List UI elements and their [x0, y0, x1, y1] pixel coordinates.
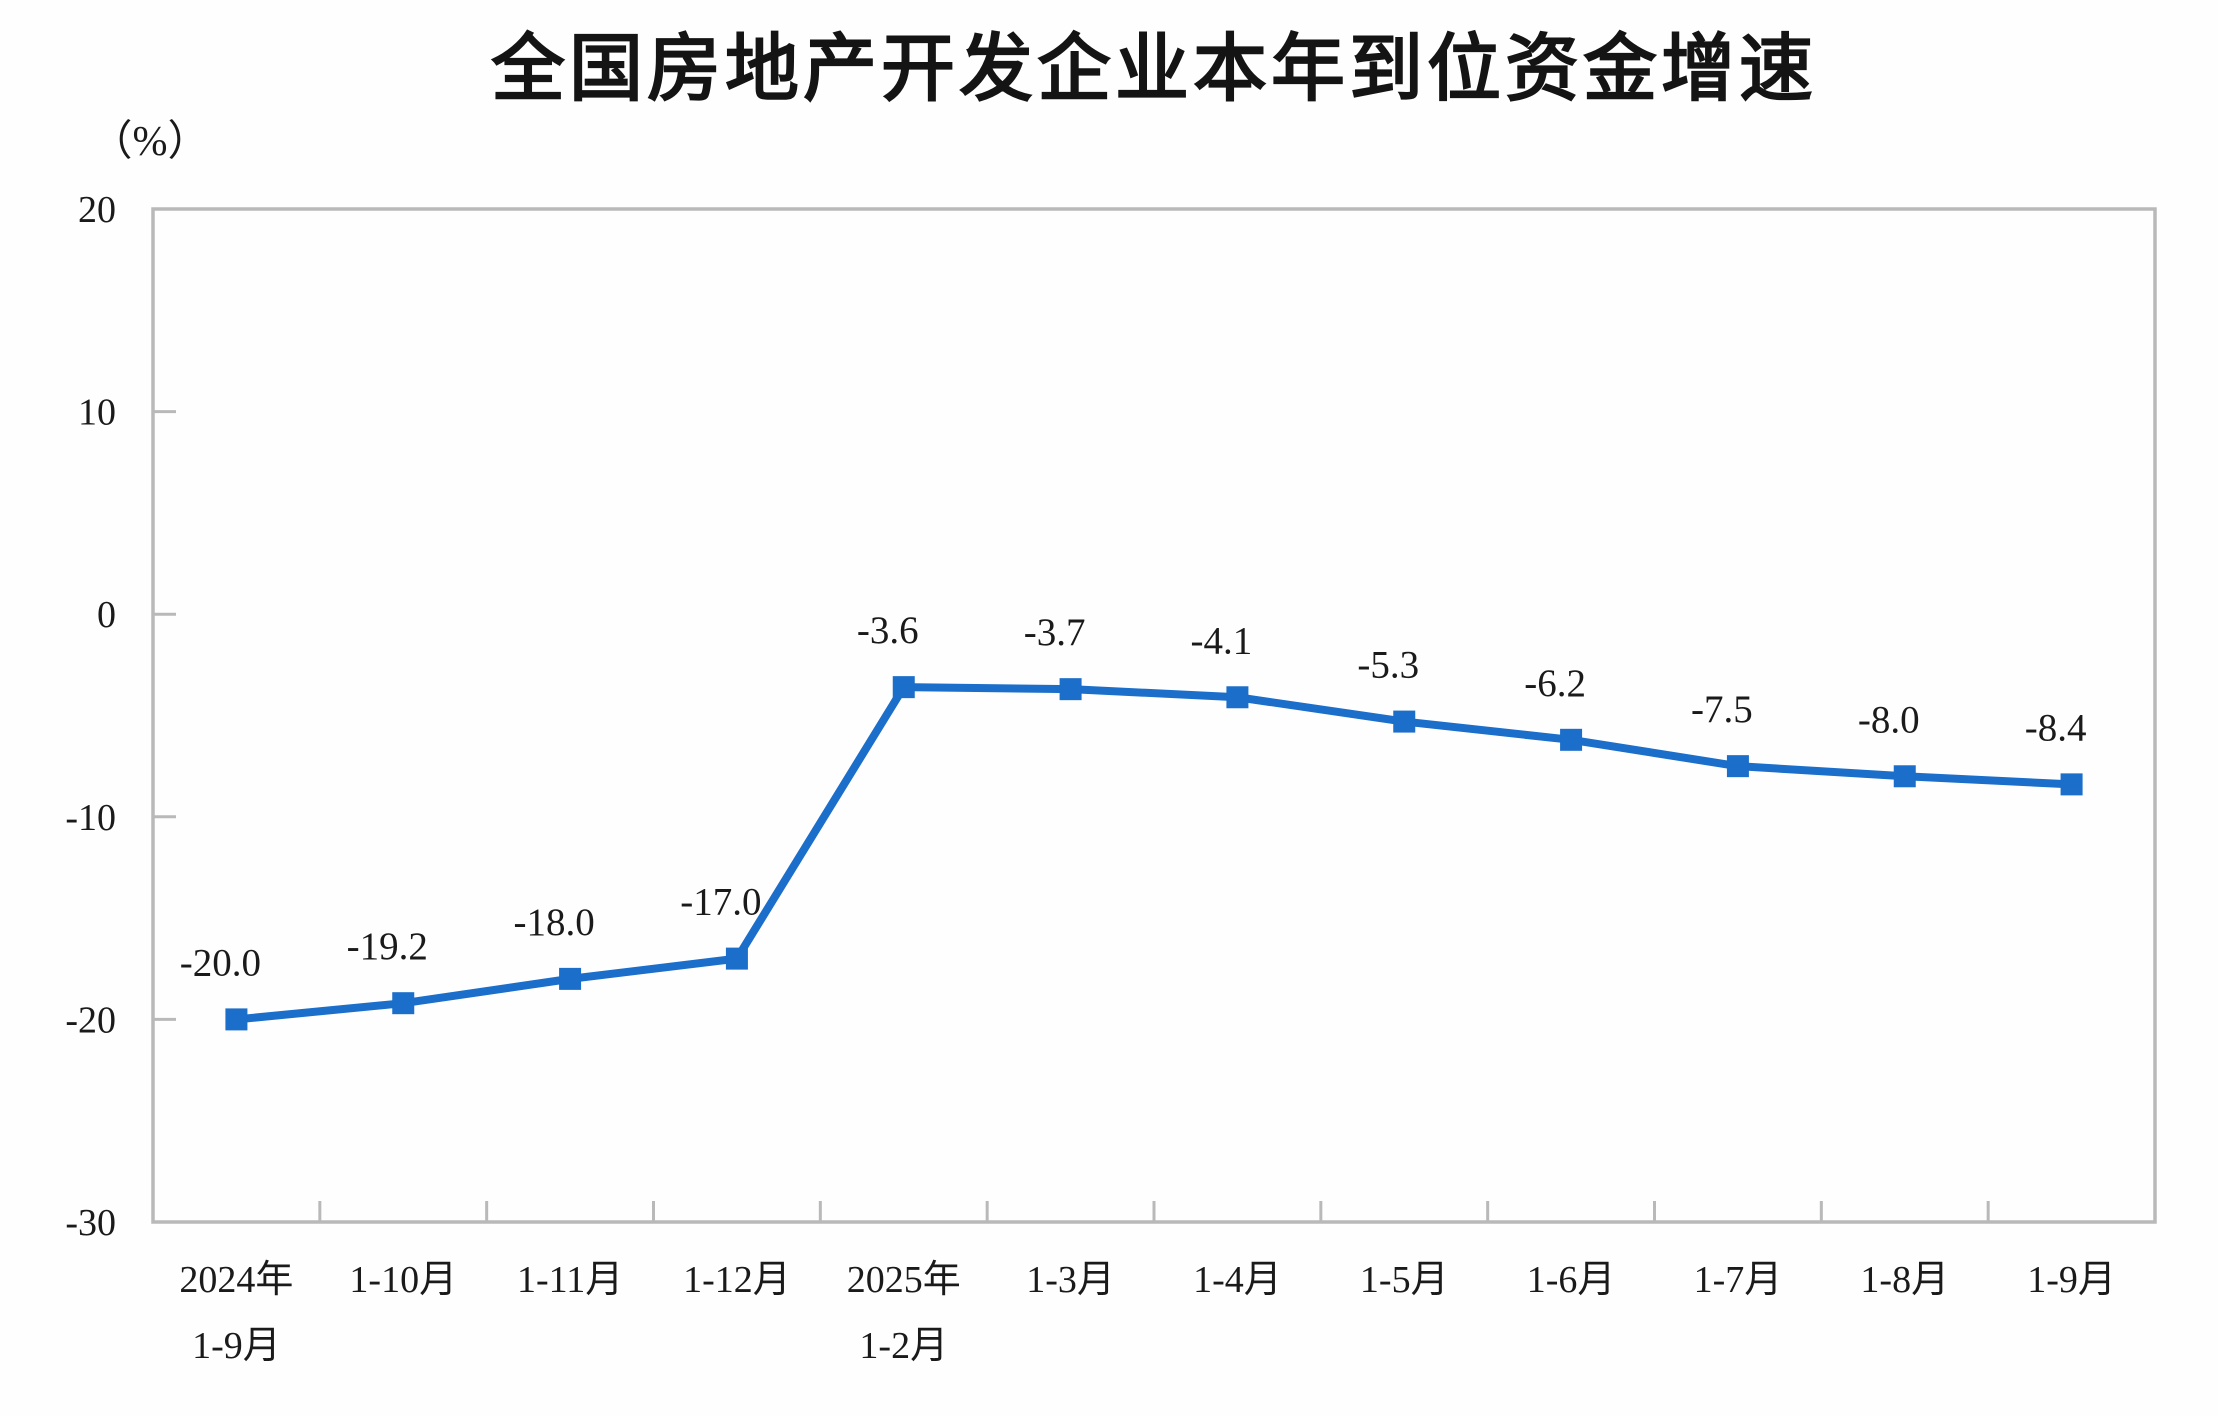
x-tick-label: 1-3月 [1026, 1259, 1115, 1301]
y-axis-unit-label: （%） [90, 119, 210, 165]
data-point-label: -5.3 [1357, 644, 1419, 687]
data-point-marker [1059, 678, 1082, 701]
x-tick-label: 1-6月 [1527, 1259, 1616, 1301]
y-tick-label: 0 [97, 594, 116, 636]
y-tick-label: -20 [65, 999, 116, 1041]
data-point-label: -3.6 [857, 609, 919, 652]
data-point-marker [1226, 686, 1249, 709]
data-point-label: -17.0 [680, 881, 761, 924]
data-point-label: -20.0 [180, 941, 261, 984]
data-point-marker [725, 947, 748, 970]
data-point-marker [1560, 728, 1583, 751]
x-tick-label: 1-10月 [349, 1259, 457, 1301]
data-point-marker [1393, 710, 1416, 733]
x-tick-label: 1-4月 [1193, 1259, 1282, 1301]
y-tick-label: -10 [65, 797, 116, 839]
y-tick-label: -30 [65, 1202, 116, 1244]
data-point-label: -3.7 [1024, 611, 1086, 654]
data-point-label: -19.2 [347, 925, 428, 968]
data-point-label: -7.5 [1691, 688, 1753, 731]
chart-title: 全国房地产开发企业本年到位资金增速 [491, 29, 1817, 111]
data-point-marker [392, 992, 415, 1015]
data-point-marker [1726, 755, 1749, 778]
data-point-marker [559, 967, 582, 990]
data-point-marker [1893, 765, 1916, 788]
data-point-marker [2060, 773, 2083, 796]
data-series-line [232, 683, 2076, 1024]
y-tick-label: 20 [78, 189, 116, 231]
data-point-label: -4.1 [1191, 619, 1253, 662]
y-tick-label: 10 [78, 392, 116, 434]
x-tick-label: 2025年 1-2月 [847, 1259, 961, 1367]
data-point-label: -8.4 [2025, 706, 2087, 749]
x-tick-label: 1-5月 [1360, 1259, 1449, 1301]
x-tick-label: 2024年 1-9月 [179, 1259, 293, 1367]
x-tick-label: 1-9月 [2027, 1259, 2116, 1301]
data-point-label: -18.0 [513, 901, 594, 944]
data-point-marker [892, 676, 915, 699]
x-tick-label: 1-8月 [1860, 1259, 1949, 1301]
data-point-label: -8.0 [1858, 698, 1920, 741]
x-tick-label: 1-7月 [1694, 1259, 1783, 1301]
x-tick-label: 1-11月 [517, 1259, 623, 1301]
x-tick-label: 1-12月 [683, 1259, 791, 1301]
data-point-label: -6.2 [1524, 662, 1586, 705]
data-point-marker [225, 1008, 248, 1031]
plot-border [151, 207, 2157, 1224]
